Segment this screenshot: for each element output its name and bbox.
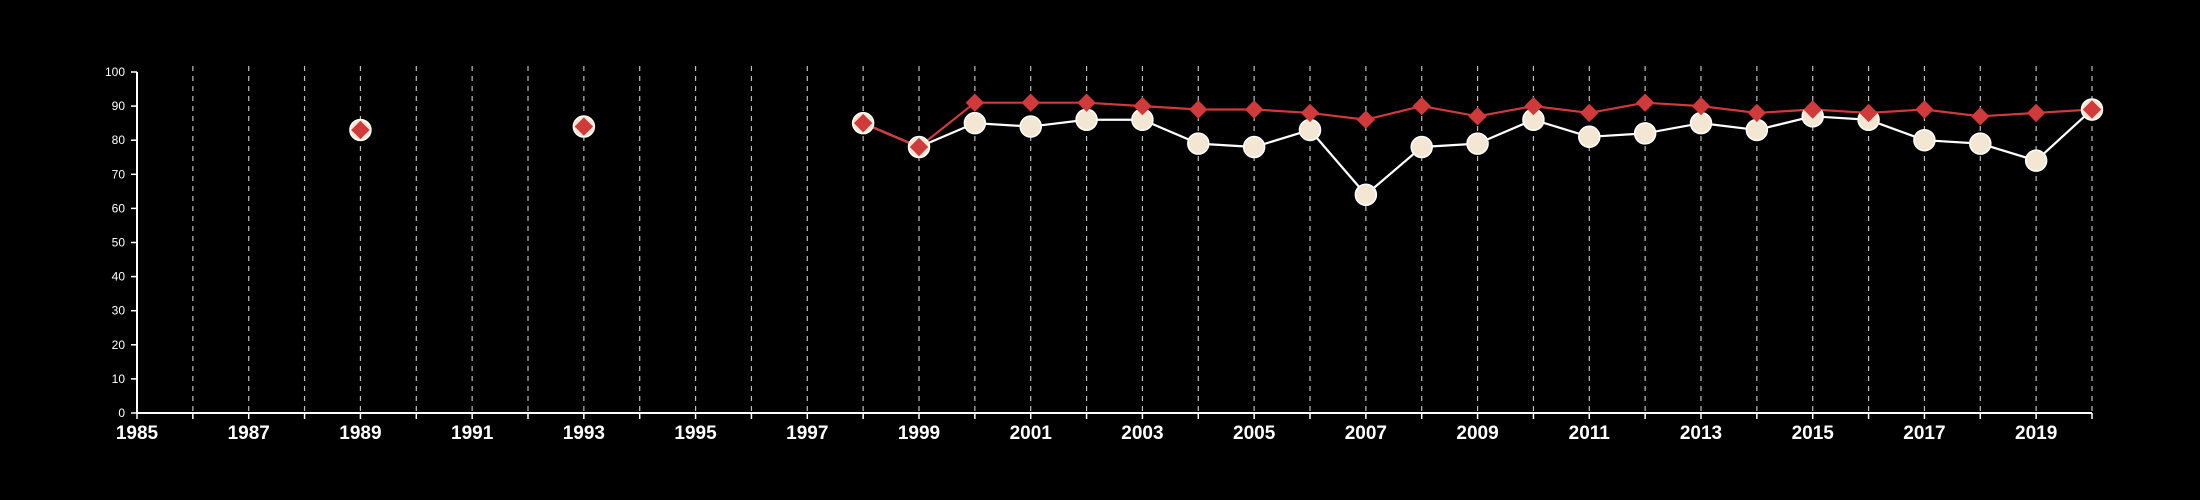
series-b-point — [1803, 100, 1822, 119]
series-a-line — [1365, 146, 1423, 196]
x-tick-label: 2001 — [1010, 423, 1053, 444]
series-b-line — [1589, 101, 1646, 115]
series-b-point — [853, 113, 873, 133]
series-b-line — [1309, 111, 1366, 121]
series-a-point — [1298, 118, 1322, 142]
series-b-point — [1077, 93, 1096, 112]
series-b-line — [1142, 105, 1199, 111]
series-a-point — [1578, 125, 1601, 149]
series — [349, 93, 2104, 207]
series-b-point — [1915, 100, 1934, 119]
x-tick-label: 1989 — [339, 423, 381, 444]
series-b-point — [1635, 93, 1655, 112]
y-tick-label: 0 — [118, 406, 125, 420]
series-b-point — [909, 137, 929, 157]
series-b-line — [1086, 101, 1143, 108]
series-b-point — [1189, 100, 1208, 119]
y-tick-label: 70 — [112, 167, 126, 181]
series-b-point — [1300, 103, 1320, 123]
x-tick-label: 2017 — [1903, 423, 1945, 444]
series-b-line — [918, 101, 976, 148]
series-b-point — [574, 117, 594, 136]
y-tick-label: 80 — [112, 133, 126, 147]
series-a-point — [1187, 132, 1210, 155]
x-tick-label: 2007 — [1345, 423, 1387, 444]
series-a-point — [963, 111, 987, 135]
series-b-point — [1133, 96, 1152, 116]
x-tick-label: 2003 — [1121, 423, 1163, 444]
y-tick-label: 30 — [112, 304, 126, 318]
y-tick-label: 10 — [112, 372, 126, 386]
series-b-line — [1533, 105, 1590, 115]
series-a-point — [1242, 135, 1266, 159]
series-b-point — [965, 93, 985, 112]
series-a-point — [1410, 135, 1433, 159]
series-a-line — [1309, 129, 1367, 196]
x-tick-label: 1991 — [451, 423, 494, 444]
x-tick-label: 1997 — [786, 423, 828, 444]
series-b-line — [1645, 101, 1702, 108]
grid — [192, 66, 2093, 413]
series-b-point — [1580, 103, 1599, 123]
series-b-point — [1859, 103, 1878, 123]
axes — [131, 71, 2093, 419]
series-b-line — [1365, 105, 1422, 121]
x-tick-label: 2005 — [1233, 423, 1276, 444]
series-b-point — [2082, 100, 2102, 119]
series-b-point — [1468, 107, 1487, 126]
x-tick-label: 2011 — [1569, 423, 1611, 444]
series-a-point — [1354, 183, 1378, 207]
x-tick-label: 1985 — [116, 423, 159, 444]
series-b-line — [1868, 108, 1925, 115]
y-tick-label: 60 — [112, 201, 126, 215]
series-a-point — [1913, 128, 1936, 152]
y-tick-label: 20 — [112, 338, 126, 352]
y-tick-label: 40 — [112, 270, 126, 284]
series-b-point — [1524, 96, 1543, 116]
series-a-point — [1466, 132, 1489, 155]
series-b-point — [351, 120, 370, 140]
series-a-point — [2024, 149, 2048, 172]
series-a-point — [1019, 115, 1042, 138]
series-a-point — [1689, 111, 1713, 135]
series-b-point — [1412, 96, 1431, 116]
tick-labels: 0 10 20 30 40 50 60 70 80 90 100 1985 1987 1989 1991 19… — [105, 65, 2057, 444]
series-a-point — [1969, 132, 1992, 155]
series-b-point — [1971, 107, 1990, 126]
series-a-line — [2035, 108, 2093, 162]
x-tick-label: 2015 — [1792, 423, 1835, 444]
x-tick-label: 2009 — [1456, 423, 1498, 444]
x-tick-label: 2013 — [1680, 423, 1722, 444]
series-b-line — [1924, 108, 1981, 118]
series-b-point — [1021, 93, 1040, 112]
series-b-point — [1244, 100, 1264, 119]
series-b-point — [1747, 103, 1767, 123]
x-tick-label: 1987 — [228, 423, 270, 444]
y-tick-label: 100 — [105, 65, 125, 79]
x-tick-label: 1995 — [674, 423, 717, 444]
series-b-line — [1700, 105, 1757, 115]
y-tick-label: 50 — [112, 236, 126, 250]
series-a-point — [1745, 118, 1769, 142]
series-b-line — [1477, 105, 1534, 118]
series-b-point — [2026, 103, 2046, 123]
series-b-point — [1691, 96, 1711, 116]
series-b-line — [1980, 111, 2037, 118]
x-tick-label: 2019 — [2015, 423, 2057, 444]
series-a-point — [1075, 108, 1098, 131]
x-tick-label: 1993 — [563, 423, 605, 444]
series-b-point — [1356, 110, 1376, 129]
series-a-point — [1633, 122, 1657, 145]
x-tick-label: 1999 — [898, 423, 940, 444]
series-b-line — [1254, 108, 1311, 115]
y-tick-label: 90 — [112, 99, 126, 113]
series-b-line — [1421, 105, 1478, 118]
